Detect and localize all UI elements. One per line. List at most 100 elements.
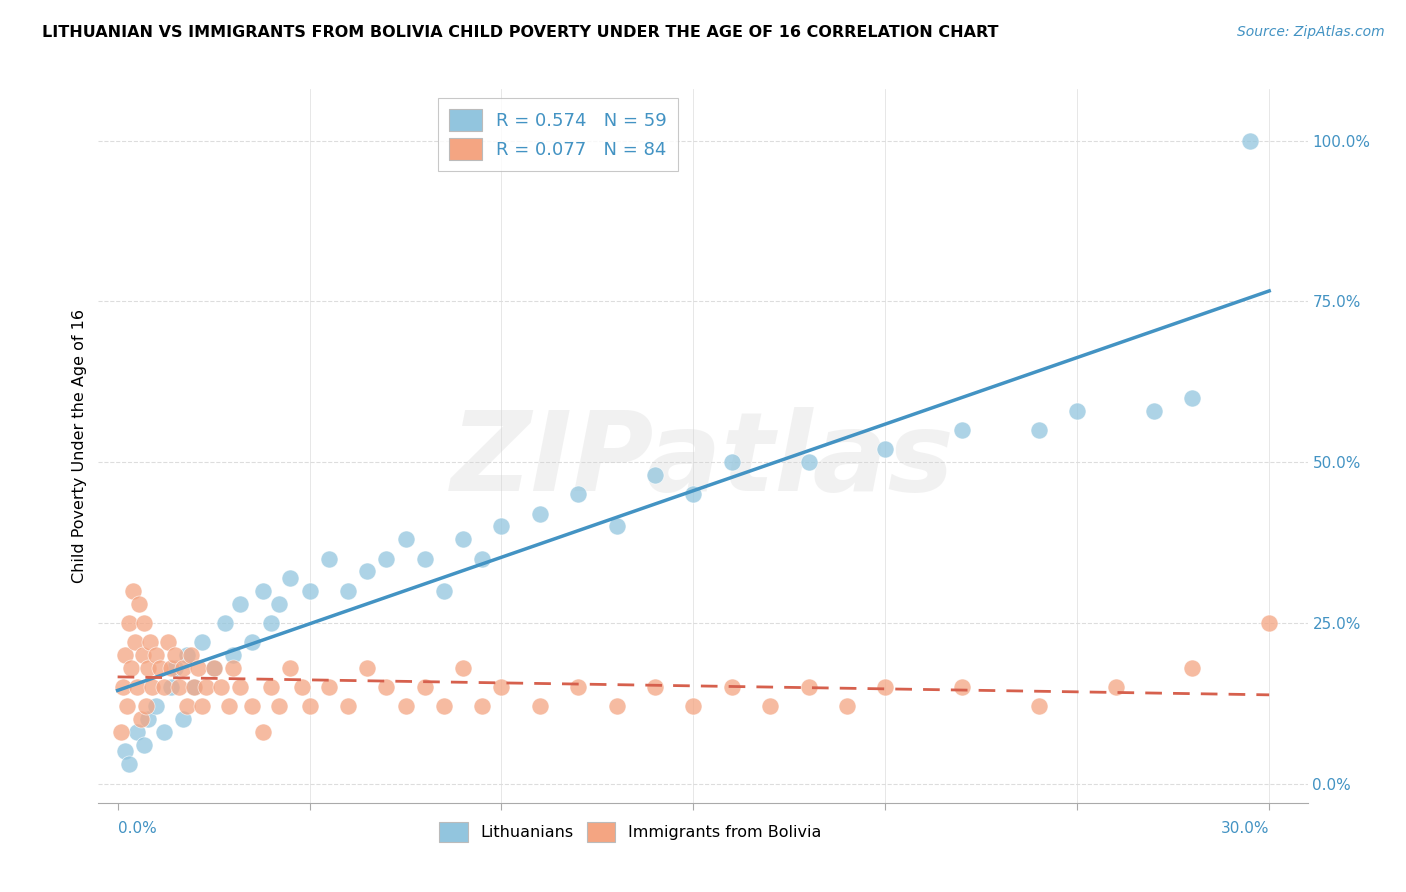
Point (180, 648, 202, 662)
Point (1028, 699, 1050, 714)
Point (567, 487, 589, 501)
Point (134, 738, 156, 752)
Point (218, 699, 240, 714)
Point (375, 551, 398, 566)
Point (606, 519, 628, 533)
Point (176, 648, 198, 662)
Point (145, 699, 167, 714)
Point (950, 423, 973, 437)
Text: LITHUANIAN VS IMMIGRANTS FROM BOLIVIA CHILD POVERTY UNDER THE AGE OF 16 CORRELAT: LITHUANIAN VS IMMIGRANTS FROM BOLIVIA CH… (42, 25, 998, 40)
Point (1143, 403, 1166, 417)
Point (160, 680, 183, 694)
Point (135, 699, 157, 714)
Point (222, 661, 245, 675)
Point (187, 661, 209, 675)
Point (222, 648, 245, 662)
Point (260, 615, 283, 630)
Text: 30.0%: 30.0% (1220, 822, 1270, 837)
Point (160, 661, 183, 675)
Point (145, 648, 167, 662)
Point (240, 635, 263, 649)
Point (759, 699, 782, 714)
Point (209, 680, 232, 694)
Point (336, 583, 359, 598)
Point (129, 712, 152, 726)
Point (356, 661, 378, 675)
Point (191, 699, 214, 714)
Point (394, 699, 416, 714)
Point (644, 680, 666, 694)
Point (252, 583, 274, 598)
Point (149, 661, 172, 675)
Point (291, 680, 314, 694)
Point (112, 680, 135, 694)
Point (471, 551, 494, 566)
Point (567, 680, 589, 694)
Point (1066, 403, 1088, 417)
Point (167, 680, 190, 694)
Point (336, 699, 359, 714)
Point (1181, 391, 1204, 405)
Point (318, 551, 340, 566)
Point (139, 635, 162, 649)
Point (280, 661, 302, 675)
Point (202, 661, 225, 675)
Point (229, 597, 252, 611)
Point (172, 661, 194, 675)
Point (122, 583, 145, 598)
Point (252, 725, 274, 739)
Point (120, 661, 142, 675)
Point (202, 661, 225, 675)
Point (375, 680, 398, 694)
Point (950, 680, 973, 694)
Point (240, 699, 263, 714)
Point (110, 725, 132, 739)
Point (298, 583, 321, 598)
Point (156, 635, 179, 649)
Point (152, 680, 174, 694)
Point (260, 680, 283, 694)
Point (165, 661, 187, 675)
Point (413, 680, 436, 694)
Point (141, 680, 163, 694)
Point (529, 699, 551, 714)
Text: ZIPatlas: ZIPatlas (451, 407, 955, 514)
Point (136, 661, 159, 675)
Point (529, 507, 551, 521)
Point (128, 597, 150, 611)
Point (606, 699, 628, 714)
Point (131, 648, 153, 662)
Point (451, 661, 474, 675)
Point (451, 533, 474, 547)
Point (152, 725, 174, 739)
Point (194, 680, 217, 694)
Y-axis label: Child Poverty Under the Age of 16: Child Poverty Under the Age of 16 (72, 309, 87, 583)
Point (125, 725, 148, 739)
Point (1104, 680, 1126, 694)
Point (165, 648, 187, 662)
Point (118, 615, 141, 630)
Point (835, 699, 858, 714)
Point (875, 680, 897, 694)
Point (1181, 661, 1204, 675)
Point (682, 487, 704, 501)
Point (114, 744, 136, 758)
Point (1239, 134, 1261, 148)
Point (267, 597, 290, 611)
Point (267, 699, 290, 714)
Point (214, 615, 236, 630)
Point (797, 455, 820, 469)
Point (644, 467, 666, 482)
Point (172, 712, 194, 726)
Point (229, 680, 252, 694)
Point (136, 712, 159, 726)
Point (491, 519, 513, 533)
Point (394, 533, 416, 547)
Point (298, 699, 321, 714)
Point (115, 699, 138, 714)
Point (720, 455, 742, 469)
Point (191, 635, 214, 649)
Text: Source: ZipAtlas.com: Source: ZipAtlas.com (1237, 25, 1385, 39)
Point (471, 699, 494, 714)
Point (433, 583, 456, 598)
